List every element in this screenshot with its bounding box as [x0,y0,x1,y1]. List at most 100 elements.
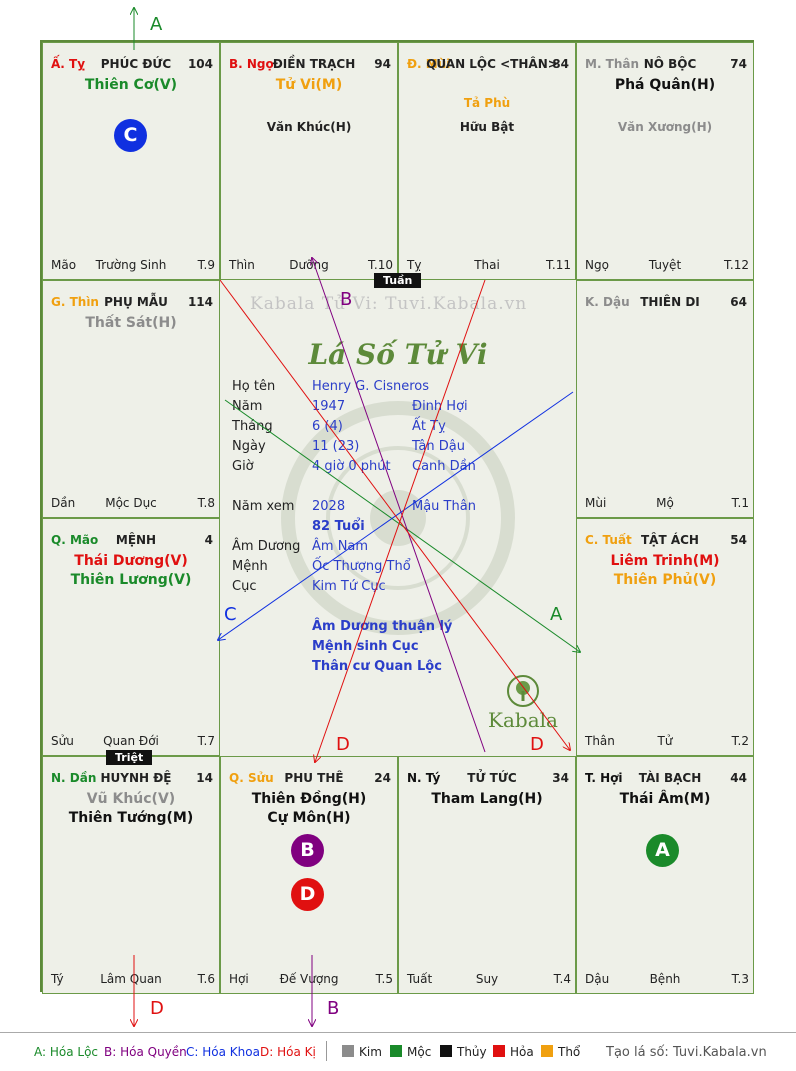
arrow-label-b-bottom: B [327,998,339,1019]
moc-swatch [390,1045,402,1057]
star-name: Vũ Khúc(V) [86,791,176,807]
triet-tag: Triệt [106,750,153,765]
palace-name: PHỤ MẪU [104,295,168,309]
foot-left: Dậu [585,972,610,986]
palace-dan-tiger: N. Dần HUYNH ĐỆ 14 Vũ Khúc(V) Thiên Tướng(M)… [42,756,220,994]
info-label: Năm [232,399,263,414]
foot-left: Ngọ [585,258,609,272]
arrow-label-a-top: A [150,14,163,35]
foot-left: Thìn [229,258,255,272]
palace-hoi-pig: T. Hợi TÀI BẠCH 44 Thái Âm(M) Dậu Bệnh T.3 [576,756,754,994]
foot-left: Tuất [407,972,433,986]
info-value: 1947 [312,399,346,414]
kim-swatch [342,1045,354,1057]
star-name: Phá Quân(H) [614,77,716,93]
foot-right: T.4 [553,972,571,986]
legend-hoa-khoa: C: Hóa Khoa [186,1045,260,1059]
info-label: Năm xem [232,499,295,514]
info-value-canchi: Ất Tỵ [412,419,446,434]
info-value: Âm Nam [312,539,369,554]
legend-tho: Thổ [541,1045,580,1059]
foot-left: Mão [51,258,77,272]
palace-number: 114 [187,295,213,309]
info-label: Mệnh [232,559,268,574]
foot-right: T.9 [197,258,215,272]
foot-right: T.12 [724,258,749,272]
info-value-canchi: Đinh Hợi [412,399,468,414]
foot-left: Tý [51,972,64,986]
palace-number: 84 [552,57,569,71]
palace-name: MỆNH [115,533,157,547]
star-name: Văn Xương(H) [617,120,713,134]
palace-ty-snake: Ấ. Tỵ PHÚC ĐỨC 104 Thiên Cơ(V) Mão Trường Sin… [42,42,220,280]
palace-name: PHÚC ĐỨC [100,57,172,71]
star-name: Thái Dương(V) [74,553,188,569]
palace-name: NÔ BỘC [643,57,697,71]
legend-hoa-ki: D: Hóa Kị [260,1045,316,1059]
foot-center: Suy [475,972,499,986]
tho-swatch [541,1045,553,1057]
palace-than-monkey: M. Thân NÔ BỘC 74 Phá Quân(H) Văn Xương(H) Ng… [576,42,754,280]
star-name: Thiên Đồng(H) [251,791,367,807]
palace-dau-rooster: K. Dậu THIÊN DI 64 Mùi Mộ T.1 [576,280,754,518]
star-name: Tham Lang(H) [431,791,543,807]
info-value: Ốc Thượng Thổ [312,559,411,574]
chart-note: Thân cư Quan Lộc [312,659,442,674]
legend-kim: Kim [342,1045,382,1059]
legend-hoa-element: Hỏa [493,1045,534,1059]
legend-moc: Mộc [390,1045,431,1059]
foot-right: T.1 [731,496,749,510]
foot-right: T.10 [368,258,393,272]
foot-left: Sửu [51,734,74,748]
tuan-tag: Tuần [374,273,422,288]
palace-mao-cat: Q. Mão MỆNH 4 Thái Dương(V) Thiên Lương(V) Sử… [42,518,220,756]
foot-center: Quan Đới [103,734,159,748]
info-value: 2028 [312,499,346,514]
foot-right: T.11 [546,258,571,272]
palace-branch: B. Ngọ [229,57,274,71]
star-name: Thất Sát(H) [85,315,177,331]
legend-site-link[interactable]: Tạo lá số: Tuvi.Kabala.vn [606,1045,767,1060]
palace-branch: N. Tý [407,771,441,785]
palace-branch: Q. Mão [51,533,99,547]
foot-center: Đế Vượng [279,972,339,986]
foot-center: Tuyệt [648,258,682,272]
foot-left: Hợi [229,972,249,986]
foot-center: Lâm Quan [100,972,162,986]
palace-number: 104 [187,57,213,71]
palace-number: 74 [730,57,747,71]
palace-suu-ox: Q. Sửu PHU THÊ 24 Thiên Đồng(H) Cự Môn(H) Hợi… [220,756,398,994]
palace-branch: Ấ. Tỵ [51,57,86,71]
kabala-logo: Kabala [488,674,558,732]
foot-center: Trường Sinh [95,258,167,272]
hoa-quyen-marker: B [291,834,324,867]
legend-divider [326,1041,327,1061]
palace-name: PHU THÊ [284,771,344,785]
legend-bar: A: Hóa Lộc B: Hóa Quyền C: Hóa Khoa D: H… [0,1032,796,1071]
palace-branch: G. Thìn [51,295,99,309]
info-label: Họ tên [232,379,276,394]
info-label: Cục [232,579,257,594]
palace-branch: M. Thân [585,57,640,71]
palace-branch: C. Tuất [585,533,632,547]
star-name: Hữu Bật [459,120,515,134]
star-name: Thiên Phủ(V) [613,572,717,588]
foot-right: T.6 [197,972,215,986]
foot-center: Tử [657,734,673,748]
hoa-loc-marker: A [646,834,679,867]
info-value: 11 (23) [312,439,360,454]
hoa-khoa-marker: C [114,119,147,152]
info-label: Tháng [232,419,273,434]
palace-number: 34 [552,771,569,785]
foot-right: T.5 [375,972,393,986]
palace-name: TỬ TỨC [467,771,517,785]
palace-number: 4 [204,533,213,547]
foot-right: T.7 [197,734,215,748]
foot-center: Bệnh [649,972,681,986]
palace-name: TẬT ÁCH [641,533,699,547]
foot-right: T.2 [731,734,749,748]
palace-number: 94 [374,57,391,71]
foot-left: Thân [585,734,615,748]
palace-thin-dragon: G. Thìn PHỤ MẪU 114 Thất Sát(H) Dần Mộc Dục T.… [42,280,220,518]
foot-left: Mùi [585,496,607,510]
